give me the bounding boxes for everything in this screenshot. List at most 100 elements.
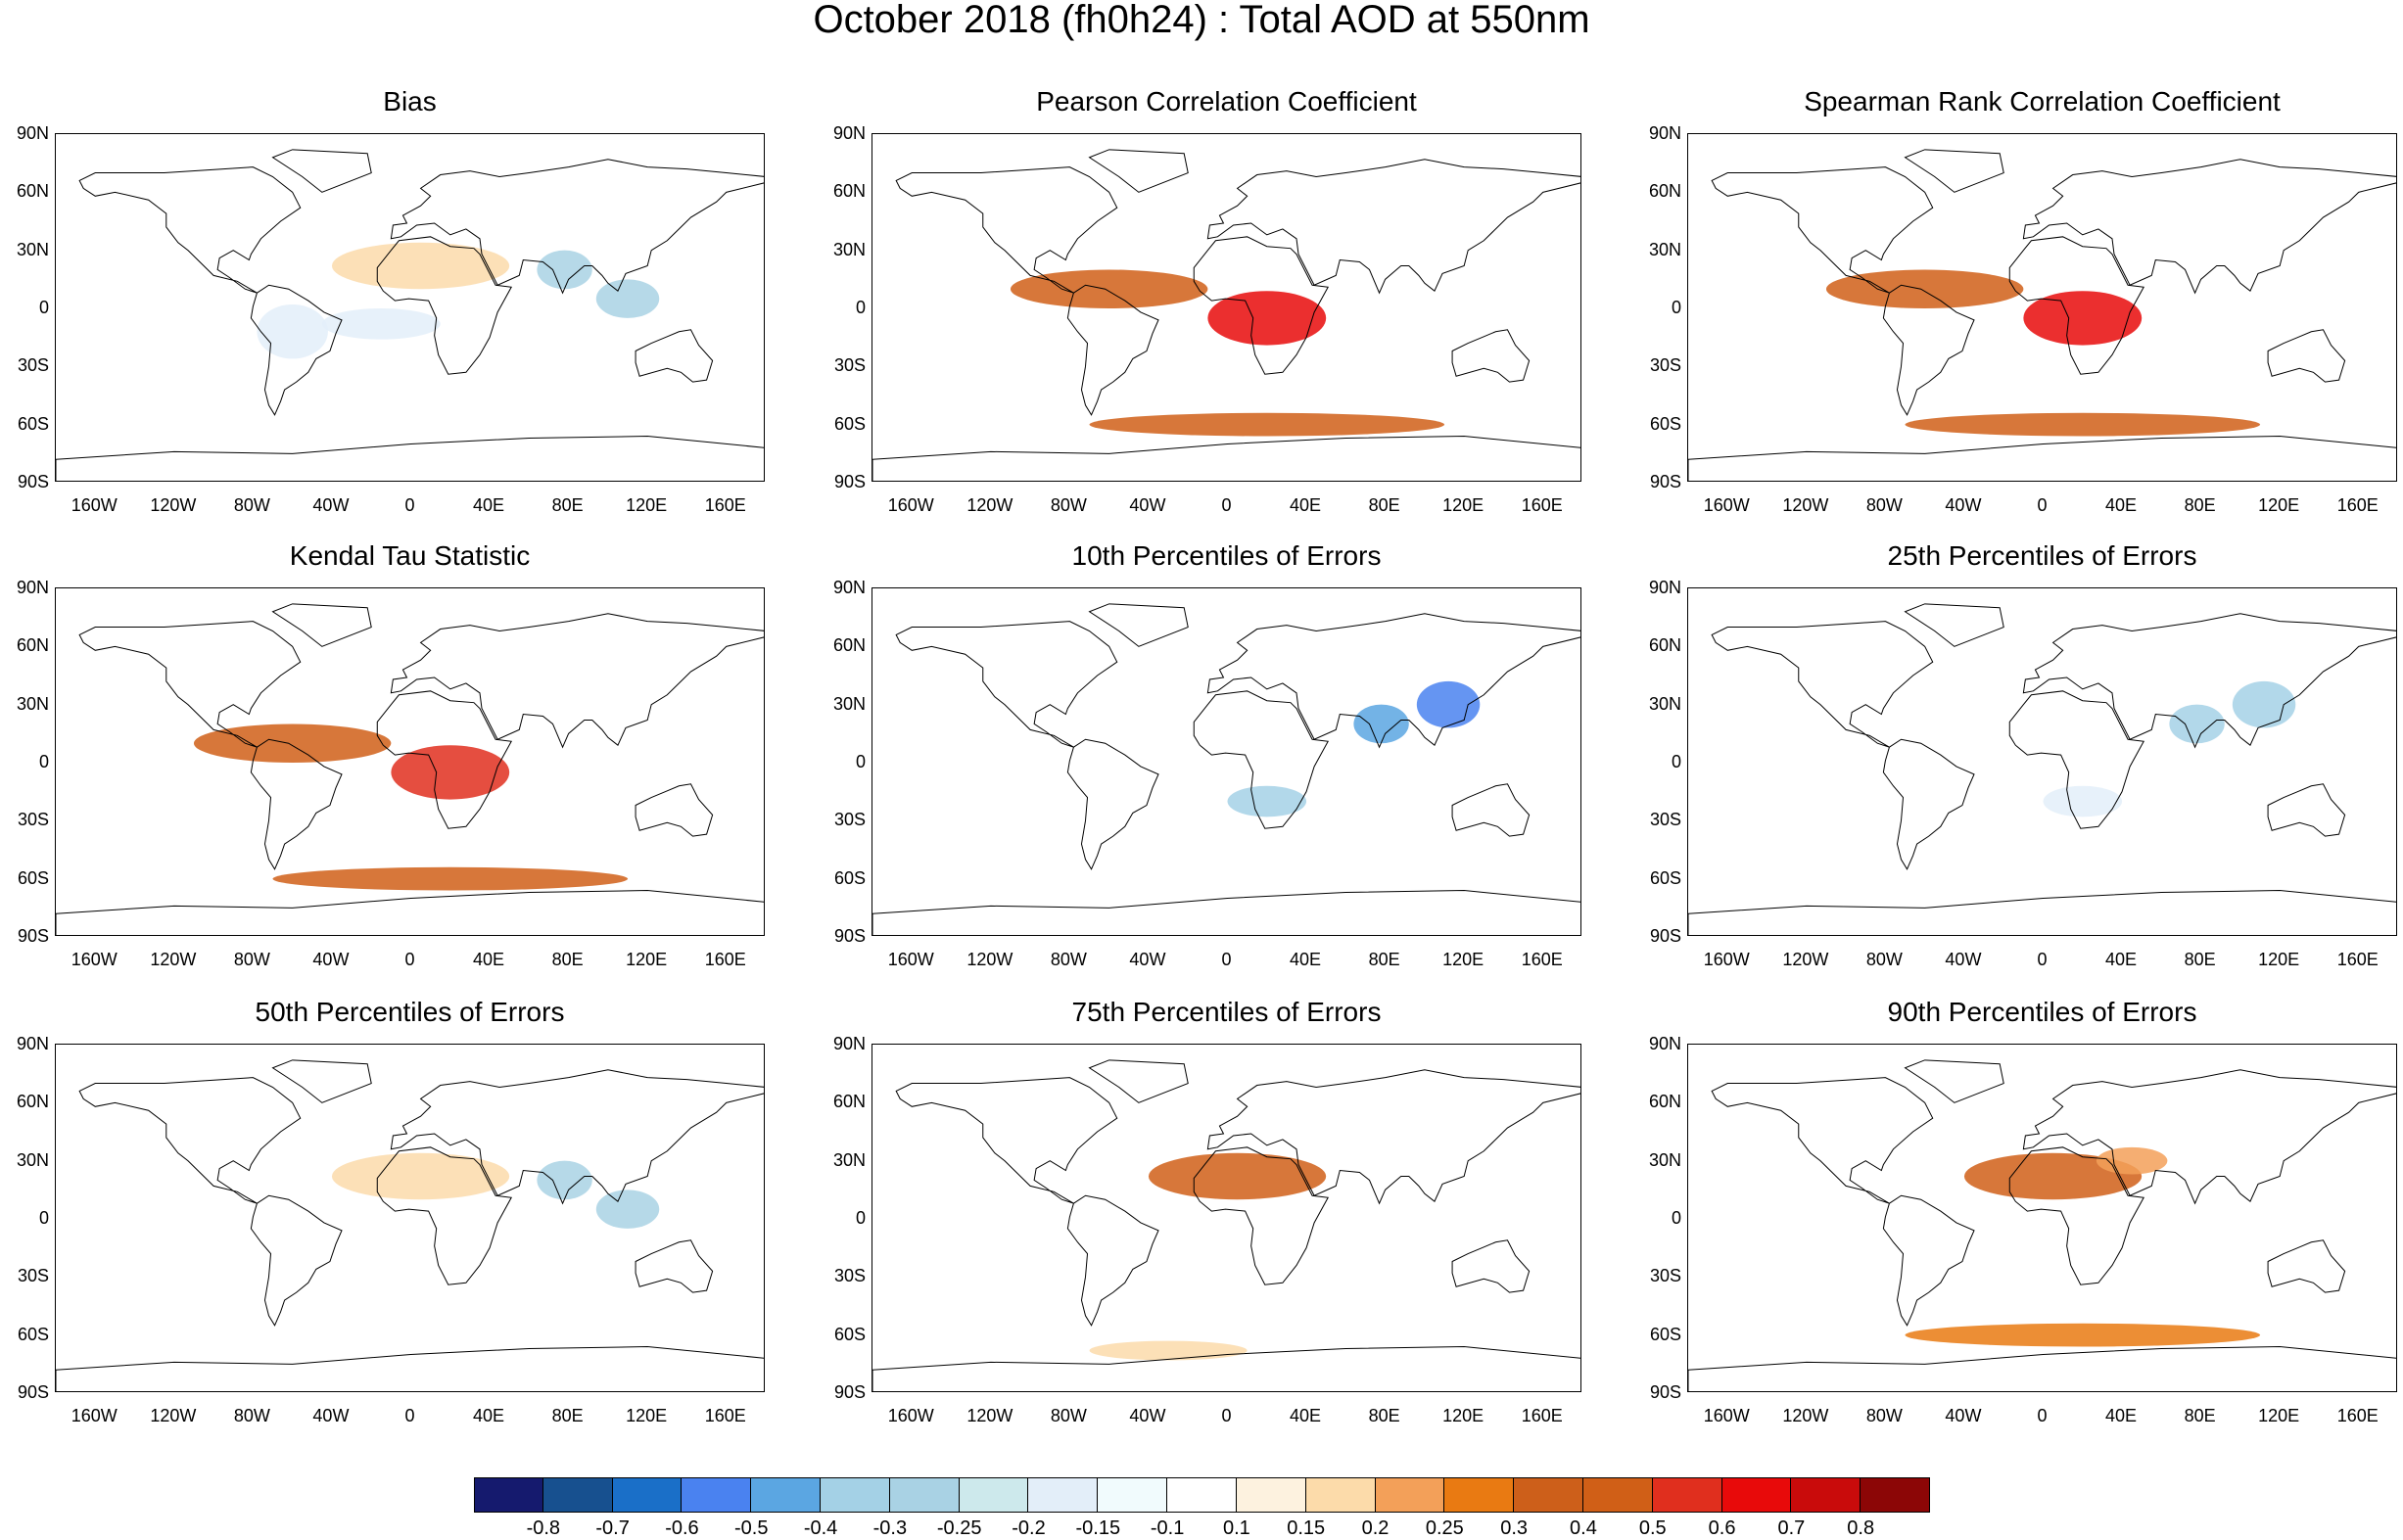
y-tick-label: 0	[855, 1208, 866, 1228]
data-region	[331, 242, 510, 290]
y-tick-label: 90N	[16, 578, 49, 597]
x-tick-label: 160E	[1521, 950, 1563, 969]
y-tick-label: 90N	[1648, 578, 1681, 597]
coastline	[2008, 690, 2145, 829]
data-region	[1148, 1152, 1327, 1200]
world-map	[1688, 149, 2396, 481]
y-tick-label: 90N	[16, 123, 49, 143]
y-tick-label: 30S	[17, 355, 49, 376]
x-tick-label: 40W	[1129, 495, 1166, 515]
data-region	[2023, 291, 2143, 346]
data-region	[1416, 680, 1481, 728]
data-region	[272, 866, 629, 891]
map-plot-area	[55, 1044, 765, 1392]
data-region	[1905, 412, 2261, 437]
panel-title: Spearman Rank Correlation Coefficient	[1804, 86, 2281, 117]
map-plot-area	[872, 133, 1581, 482]
colorbar-label: -0.8	[526, 1517, 561, 1539]
x-tick-label: 120E	[1442, 1406, 1484, 1425]
coastline	[635, 783, 714, 837]
y-tick-label: 90S	[1649, 472, 1681, 491]
map-panel: 10th Percentiles of Errors 90N 60N 30N 0 30S 6…	[833, 540, 1581, 1030]
y-tick-label: 60S	[833, 867, 866, 888]
x-tick-label: 80E	[1368, 1406, 1400, 1425]
colorbar-cell	[821, 1477, 890, 1513]
data-region	[2169, 704, 2225, 744]
y-tick-label: 60N	[16, 1092, 49, 1112]
colorbar-cell	[889, 1477, 960, 1513]
coastline	[376, 236, 513, 375]
colorbar-cell	[1861, 1477, 1930, 1513]
x-tick-label: 80W	[233, 950, 270, 969]
x-tick-label: 80W	[233, 495, 270, 515]
map-plot-area	[55, 133, 765, 482]
y-tick-label: 60S	[17, 1324, 49, 1344]
y-tick-label: 60N	[1648, 1092, 1681, 1112]
panel-title: 75th Percentiles of Errors	[1071, 997, 1382, 1027]
coastline	[390, 613, 764, 749]
x-tick-label: 120W	[150, 495, 197, 515]
x-tick-label: 0	[1221, 495, 1232, 515]
coastline	[1688, 436, 2396, 481]
x-tick-label: 80E	[2184, 1406, 2216, 1425]
coastline	[56, 436, 764, 481]
y-tick-label: 60S	[17, 867, 49, 888]
x-tick-label: 160W	[887, 1406, 934, 1425]
y-tick-label: 90S	[17, 472, 49, 491]
y-tick-label: 60S	[1649, 867, 1681, 888]
x-tick-label: 0	[2037, 950, 2048, 969]
y-tick-label: 30N	[832, 239, 866, 259]
data-region	[257, 304, 328, 359]
coastline	[390, 1069, 764, 1205]
coastline	[1451, 783, 1531, 837]
coastline	[1451, 1239, 1531, 1293]
map-panel: Bias 90N 60N 30N 0 30S 60S 90S 160W 120W 80W 40W 0 40…	[17, 86, 765, 576]
colorbar-cell	[751, 1477, 822, 1513]
coastline	[271, 149, 372, 193]
x-tick-label: 160E	[704, 950, 746, 969]
x-tick-label: 160E	[704, 495, 746, 515]
coastline	[1193, 236, 1330, 375]
data-region	[391, 745, 510, 800]
coastline	[1882, 738, 1975, 870]
colorbar-cell	[959, 1477, 1029, 1513]
x-tick-label: 40E	[2105, 495, 2138, 515]
y-tick-label: 90S	[833, 926, 866, 946]
coastline	[2267, 783, 2346, 837]
colorbar-label: -0.6	[665, 1517, 699, 1539]
panel-title: Bias	[383, 86, 437, 117]
y-tick-label: 30N	[1648, 693, 1681, 714]
coastline	[635, 1239, 714, 1293]
x-tick-label: 160W	[1703, 950, 1750, 969]
y-tick-label: 60N	[1648, 181, 1681, 202]
x-tick-label: 120W	[1782, 1406, 1829, 1425]
colorbar-cell	[1236, 1477, 1306, 1513]
data-region	[595, 1190, 660, 1229]
x-tick-label: 40E	[2105, 950, 2138, 969]
coastline	[250, 1194, 343, 1327]
colorbar-label: 0.2	[1361, 1517, 1390, 1539]
y-tick-label: 30S	[1649, 810, 1681, 830]
coastline	[1451, 329, 1531, 383]
coastline	[1206, 613, 1580, 749]
map-panel: 90th Percentiles of Errors 90N 60N 30N 0 30S 6…	[1649, 997, 2397, 1486]
x-tick-label: 0	[404, 950, 415, 969]
world-map	[872, 149, 1580, 481]
x-tick-label: 160W	[1703, 1406, 1750, 1425]
map-panel: Pearson Correlation Coefficient 90N 60N 30N…	[833, 86, 1581, 576]
coastline	[1711, 166, 1934, 294]
colorbar-label: -0.7	[595, 1517, 630, 1539]
data-region	[2043, 785, 2123, 817]
data-region	[321, 308, 441, 340]
y-tick-label: 60S	[17, 413, 49, 434]
x-tick-label: 40E	[2105, 1406, 2138, 1425]
x-tick-label: 0	[1221, 1406, 1232, 1425]
x-tick-label: 160W	[71, 1406, 118, 1425]
world-map	[872, 603, 1580, 935]
world-map	[872, 1059, 1580, 1391]
x-tick-label: 160E	[2336, 495, 2379, 515]
colorbar-label: -0.3	[872, 1517, 908, 1539]
y-tick-label: 30S	[833, 1266, 866, 1286]
world-map	[1688, 1059, 2396, 1391]
colorbar-cell	[1444, 1477, 1515, 1513]
